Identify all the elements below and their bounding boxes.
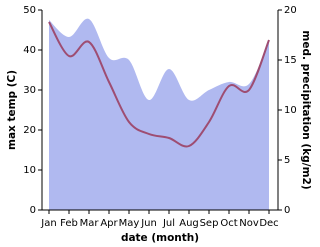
precip-area [49, 18, 269, 210]
y-axis-label: max temp (C) [6, 70, 18, 150]
y-tick-label: 50 [23, 5, 36, 16]
y-tick-label: 20 [23, 125, 36, 136]
y2-tick-label: 5 [284, 155, 290, 166]
x-axis-label: date (month) [121, 232, 199, 244]
y2-tick-label: 0 [284, 205, 290, 216]
y2-tick-label: 20 [284, 5, 297, 16]
x-tick-label: Mar [80, 218, 100, 229]
x-tick-label: Feb [60, 218, 78, 229]
y-tick-label: 40 [23, 45, 36, 56]
y-tick-label: 10 [23, 165, 36, 176]
y2-axis-label: med. precipitation (kg/m2) [300, 30, 312, 189]
x-tick-label: Jun [140, 218, 157, 229]
x-tick-label: Nov [239, 218, 259, 229]
x-tick-label: Sep [200, 218, 219, 229]
y-tick-label: 30 [23, 85, 36, 96]
x-tick-label: May [119, 218, 140, 229]
y2-tick-label: 10 [284, 105, 297, 116]
x-tick-label: Dec [259, 218, 278, 229]
x-tick-label: Aug [179, 218, 199, 229]
x-tick-label: Oct [220, 218, 237, 229]
x-tick-label: Jan [40, 218, 56, 229]
x-tick-label: Jul [162, 218, 175, 229]
temp-line [48, 21, 270, 148]
y2-tick-label: 15 [284, 55, 297, 66]
x-tick-label: Apr [100, 218, 118, 229]
y-tick-label: 0 [30, 205, 36, 216]
